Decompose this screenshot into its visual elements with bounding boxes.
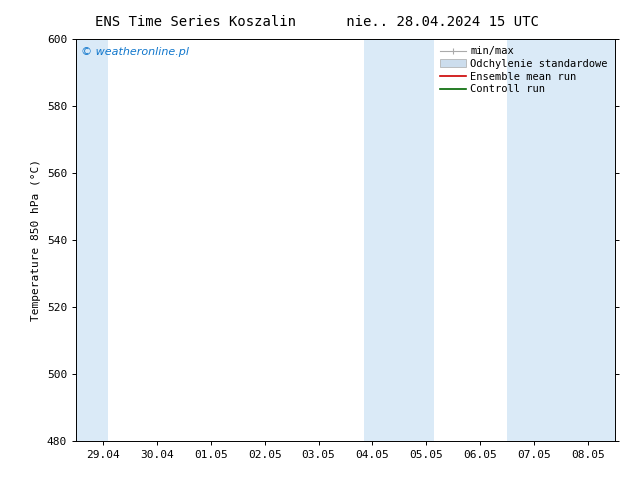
Bar [365,39,434,441]
Y-axis label: Temperature 850 hPa (°C): Temperature 850 hPa (°C) [31,159,41,321]
Text: © weatheronline.pl: © weatheronline.pl [81,47,190,57]
Text: ENS Time Series Koszalin      nie.. 28.04.2024 15 UTC: ENS Time Series Koszalin nie.. 28.04.202… [95,15,539,29]
Legend: min/max, Odchylenie standardowe, Ensemble mean run, Controll run: min/max, Odchylenie standardowe, Ensembl… [438,45,610,97]
Bar [76,39,108,441]
Bar [507,39,615,441]
